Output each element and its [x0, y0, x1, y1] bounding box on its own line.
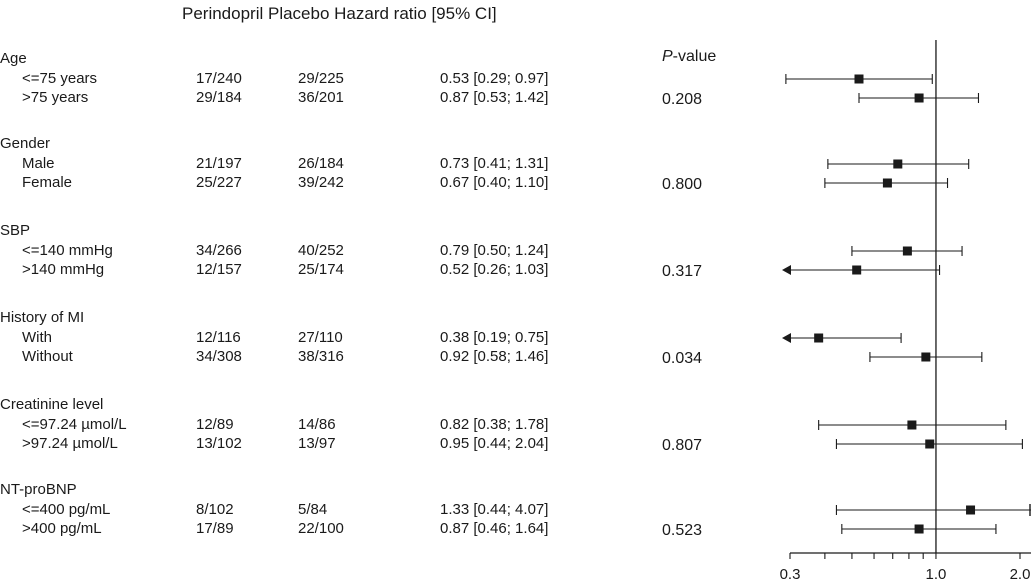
pvalue: 0.800	[662, 176, 703, 193]
placebo-count: 40/252	[298, 242, 344, 259]
perindopril-count: 34/308	[196, 348, 242, 365]
hazard-ratio-text: 0.95 [0.44; 2.04]	[440, 435, 549, 452]
placebo-count: 38/316	[298, 348, 344, 365]
hazard-ratio-point	[902, 246, 912, 256]
hazard-ratio-point	[852, 265, 862, 275]
subgroup-label: >97.24 µmol/L	[22, 435, 118, 452]
hazard-ratio-text: 0.73 [0.41; 1.31]	[440, 155, 549, 172]
x-tick-label: 1.0	[926, 566, 947, 583]
hazard-ratio-text: 0.79 [0.50; 1.24]	[440, 242, 549, 259]
perindopril-count: 12/89	[196, 416, 234, 433]
hazard-ratio-point	[814, 333, 824, 343]
group-label: SBP	[0, 222, 31, 239]
hazard-ratio-text: 0.87 [0.53; 1.42]	[440, 89, 549, 106]
placebo-count: 26/184	[298, 155, 344, 172]
hazard-ratio-point	[966, 505, 976, 515]
subgroup-label: <=140 mmHg	[22, 242, 113, 259]
perindopril-count: 13/102	[196, 435, 242, 452]
perindopril-count: 29/184	[196, 89, 242, 106]
pvalue: 0.317	[662, 263, 703, 280]
pvalue-header-rest: -value	[672, 48, 717, 65]
subgroup-label: Male	[22, 155, 55, 172]
hazard-ratio-point	[893, 159, 903, 169]
perindopril-count: 8/102	[196, 501, 234, 518]
perindopril-count: 17/89	[196, 520, 234, 537]
subgroup-label: Without	[22, 348, 73, 365]
subgroup-label: <=400 pg/mL	[22, 501, 111, 518]
column-header: Perindopril Placebo Hazard ratio [95% CI…	[182, 4, 497, 23]
hazard-ratio-text: 0.87 [0.46; 1.64]	[440, 520, 549, 537]
perindopril-count: 12/116	[196, 329, 241, 346]
group-label: Gender	[0, 135, 51, 152]
group-label: NT-proBNP	[0, 481, 77, 498]
x-tick-label: 0.3	[780, 566, 801, 583]
subgroup-label: >400 pg/mL	[22, 520, 102, 537]
placebo-count: 14/86	[298, 416, 336, 433]
subgroup-label: >140 mmHg	[22, 261, 105, 278]
hazard-ratio-point	[907, 420, 917, 430]
hazard-ratio-text: 0.38 [0.19; 0.75]	[440, 329, 549, 346]
subgroup-label: With	[22, 329, 52, 346]
ci-arrow-left	[782, 333, 791, 343]
placebo-count: 25/174	[298, 261, 344, 278]
pvalue: 0.208	[662, 91, 703, 108]
hazard-ratio-text: 0.52 [0.26; 1.03]	[440, 261, 549, 278]
hazard-ratio-point	[882, 178, 892, 188]
pvalue: 0.807	[662, 437, 703, 454]
hazard-ratio-point	[925, 439, 935, 449]
hazard-ratio-point	[921, 352, 931, 362]
perindopril-count: 21/197	[196, 155, 242, 172]
placebo-count: 5/84	[298, 501, 328, 518]
perindopril-count: 25/227	[196, 174, 242, 191]
perindopril-count: 12/157	[196, 261, 242, 278]
pvalue-header: P-value	[662, 48, 716, 66]
placebo-count: 39/242	[298, 174, 344, 191]
hazard-ratio-text: 0.67 [0.40; 1.10]	[440, 174, 549, 191]
subgroup-label: Female	[22, 174, 73, 191]
group-label: Creatinine level	[0, 396, 104, 413]
subgroup-label: <=75 years	[22, 70, 98, 87]
hazard-ratio-text: 0.82 [0.38; 1.78]	[440, 416, 549, 433]
placebo-count: 22/100	[298, 520, 344, 537]
x-tick-label: 2.0	[1010, 566, 1031, 583]
hazard-ratio-text: 0.92 [0.58; 1.46]	[440, 348, 549, 365]
group-label: History of MI	[0, 309, 85, 326]
pvalue: 0.034	[662, 350, 703, 367]
hazard-ratio-text: 0.53 [0.29; 0.97]	[440, 70, 549, 87]
ci-arrow-left	[782, 265, 791, 275]
pvalue-header-italic: P	[662, 48, 673, 65]
hazard-ratio-text: 1.33 [0.44; 4.07]	[440, 501, 549, 518]
placebo-count: 13/97	[298, 435, 336, 452]
placebo-count: 29/225	[298, 70, 344, 87]
hazard-ratio-point	[914, 524, 924, 534]
hazard-ratio-point	[854, 74, 864, 84]
group-label: Age	[0, 50, 27, 67]
subgroup-label: <=97.24 µmol/L	[22, 416, 127, 433]
subgroup-label: >75 years	[22, 89, 89, 106]
hazard-ratio-point	[914, 93, 924, 103]
pvalue: 0.523	[662, 522, 703, 539]
perindopril-count: 34/266	[196, 242, 242, 259]
placebo-count: 36/201	[298, 89, 344, 106]
placebo-count: 27/110	[298, 329, 343, 346]
perindopril-count: 17/240	[196, 70, 242, 87]
